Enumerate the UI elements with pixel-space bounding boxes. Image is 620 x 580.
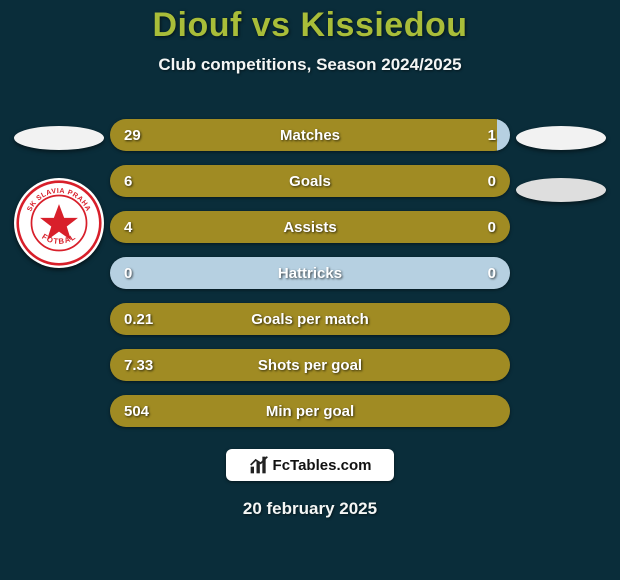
player-badge-right-mid <box>516 178 606 202</box>
stat-bar: 7.33Shots per goal <box>110 349 510 381</box>
stat-bar: 0.21Goals per match <box>110 303 510 335</box>
bar-label: Min per goal <box>110 395 510 427</box>
stat-bar: 60Goals <box>110 165 510 197</box>
brand-chart-icon <box>249 455 269 475</box>
comparison-card: Diouf vs Kissiedou Club competitions, Se… <box>0 0 620 580</box>
bar-label: Goals per match <box>110 303 510 335</box>
brand-badge: FcTables.com <box>226 449 394 481</box>
player-badge-left <box>14 126 104 150</box>
bar-label: Matches <box>110 119 510 151</box>
brand-text: FcTables.com <box>273 457 372 474</box>
stat-bar: 504Min per goal <box>110 395 510 427</box>
slavia-logo-icon: SK SLAVIA PRAHA FOTBAL <box>16 180 102 266</box>
stat-bar: 291Matches <box>110 119 510 151</box>
card-title: Diouf vs Kissiedou <box>152 6 467 45</box>
bar-label: Goals <box>110 165 510 197</box>
stat-bar: 00Hattricks <box>110 257 510 289</box>
bar-label: Shots per goal <box>110 349 510 381</box>
stat-bars: 291Matches 60Goals 40Assists 00Hattricks 0.2… <box>110 119 510 427</box>
bar-label: Assists <box>110 211 510 243</box>
stat-bar: 40Assists <box>110 211 510 243</box>
bar-label: Hattricks <box>110 257 510 289</box>
player-badge-right-top <box>516 126 606 150</box>
card-subtitle: Club competitions, Season 2024/2025 <box>158 55 461 75</box>
club-logo-slavia: SK SLAVIA PRAHA FOTBAL <box>14 178 104 268</box>
card-date: 20 february 2025 <box>243 499 377 519</box>
